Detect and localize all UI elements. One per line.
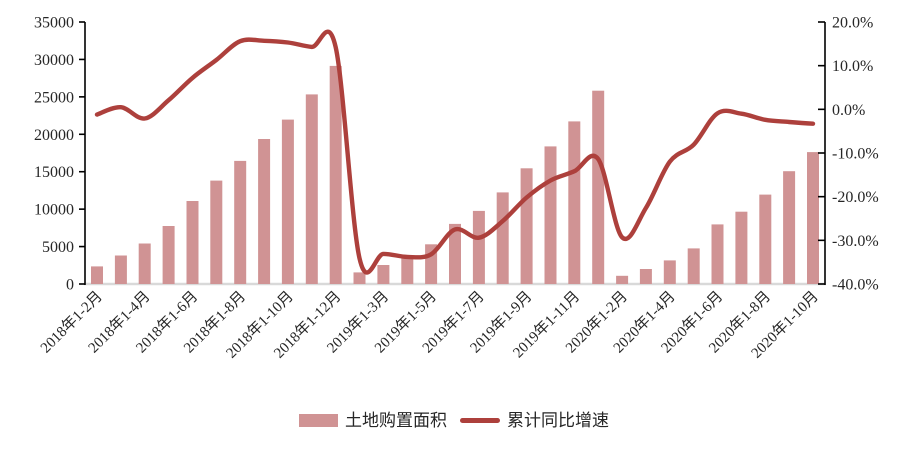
y-axis-right-tick-label: 10.0% [832,58,873,75]
bar [353,272,366,284]
bar-series-land-area [91,65,819,285]
y-axis-right-tick-label: 0.0% [832,102,865,119]
legend-bar-swatch [299,414,338,427]
bar [687,248,700,284]
y-axis-right-tick-label: -40.0% [832,277,879,294]
y-axis-left-tick-label: 0 [66,277,74,294]
combo-chart: 0 5000 10000 15000 20000 25000 30000 35000 20.0%… [34,15,879,362]
bar [210,180,223,284]
bar [568,121,581,285]
bar [305,94,318,285]
legend-line-swatch [460,418,500,423]
legend-label-yoy-growth: 累计同比增速 [507,411,609,430]
bar [162,226,175,284]
y-axis-right-tick-label: -30.0% [832,233,879,250]
y-axis-left-tick-label: 15000 [34,164,74,181]
bar [520,168,533,284]
y-axis-left-tick-label: 20000 [34,127,74,144]
bar [138,243,151,284]
x-axis-labels: 2018年1-2月2018年1-4月2018年1-6月2018年1-8月2018… [37,288,822,362]
bar [544,146,557,284]
bar [114,255,127,284]
y-axis-right-tick-label: -20.0% [832,189,879,206]
bar [449,223,461,284]
growth-line [94,29,816,275]
bar [759,194,772,284]
y-axis-right-tick-label: 20.0% [832,15,873,32]
y-axis-left-tick-label: 5000 [42,239,74,256]
bar [401,257,414,284]
bar [711,224,724,284]
bar [663,260,676,284]
bar [496,192,509,284]
plot-area: 0 5000 10000 15000 20000 25000 30000 35000 20.0%… [34,15,879,362]
bar [258,139,271,284]
bar [472,210,485,284]
bar [377,265,390,284]
bar [735,211,748,284]
y-axis-right-tick-label: -10.0% [832,146,879,163]
bar [639,269,652,284]
legend: 土地购置面积 累计同比增速 [0,412,908,429]
bar [807,152,819,284]
y-axis-left-tick-label: 10000 [34,202,74,219]
bar [616,275,629,284]
bar [186,201,199,284]
y-axis-left-tick-label: 35000 [34,15,74,32]
legend-label-land-area: 土地购置面积 [345,411,447,430]
bar [592,90,605,284]
y-axis-left-tick-label: 25000 [34,89,74,106]
y-axis-left-tick-label: 30000 [34,52,74,69]
y-axis-right: 20.0% 10.0% 0.0% -10.0% -20.0% -30.0% -40.0% [818,15,879,294]
bar [234,160,247,284]
bar [281,119,294,284]
bar [91,266,103,284]
y-axis-left: 0 5000 10000 15000 20000 25000 30000 35000 [34,15,86,294]
bar [329,65,342,285]
bar [783,171,796,284]
